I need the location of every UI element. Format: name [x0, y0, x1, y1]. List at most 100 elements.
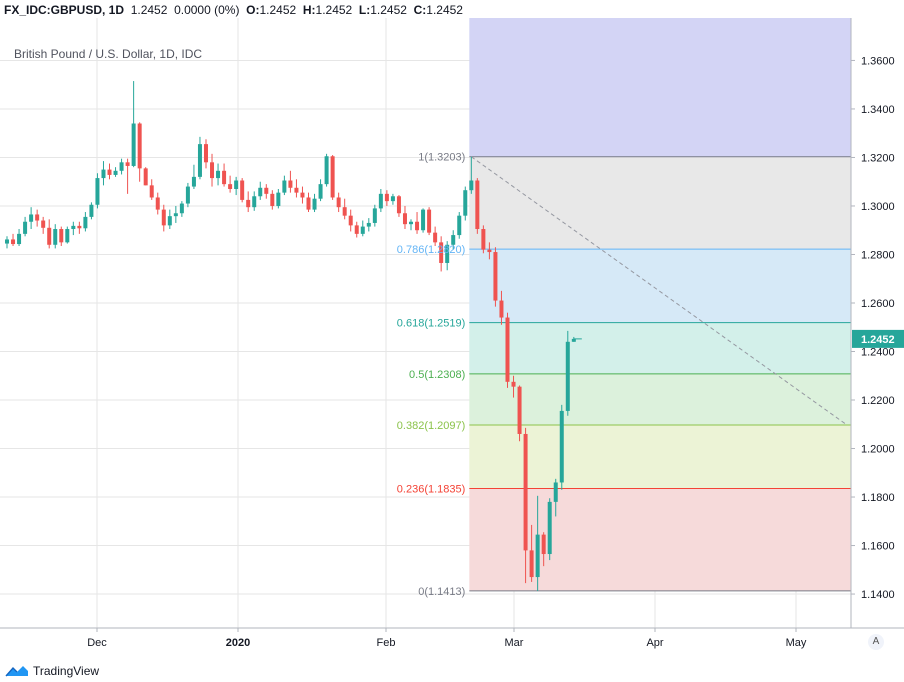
candle-body[interactable] — [5, 239, 9, 244]
candle[interactable] — [499, 290, 504, 325]
candle[interactable] — [95, 173, 100, 209]
candle[interactable] — [228, 175, 233, 193]
candle[interactable] — [77, 221, 82, 234]
candle[interactable] — [384, 190, 389, 206]
candle[interactable] — [203, 139, 208, 169]
candle[interactable] — [197, 136, 202, 180]
candle-body[interactable] — [360, 226, 365, 234]
candle[interactable] — [312, 193, 317, 213]
candle-body[interactable] — [445, 244, 450, 263]
candle[interactable] — [89, 202, 94, 220]
chart-canvas[interactable]: 1(1.3203) 0.786(1.2820) 0.618(1.2519) 0.5(1… — [0, 18, 904, 656]
candle[interactable] — [493, 247, 498, 307]
candle[interactable] — [65, 226, 70, 244]
candle-body[interactable] — [125, 162, 130, 166]
candle[interactable] — [342, 198, 347, 220]
candle[interactable] — [17, 229, 22, 246]
auto-scale-button[interactable]: A — [868, 634, 884, 650]
candle-body[interactable] — [216, 170, 221, 179]
candle-body[interactable] — [318, 184, 323, 199]
candle-body[interactable] — [324, 156, 329, 185]
candle[interactable] — [167, 209, 172, 230]
candle[interactable] — [469, 156, 474, 194]
candle[interactable] — [288, 170, 293, 193]
candle-body[interactable] — [234, 180, 239, 189]
candle[interactable] — [101, 161, 106, 186]
candle[interactable] — [173, 205, 178, 223]
candle[interactable] — [318, 179, 323, 202]
candle-body[interactable] — [451, 235, 456, 245]
candle-body[interactable] — [11, 239, 16, 245]
candle-body[interactable] — [89, 204, 94, 217]
candle-body[interactable] — [161, 209, 166, 226]
candle-body[interactable] — [336, 197, 341, 208]
candle-body[interactable] — [571, 338, 576, 342]
candle-body[interactable] — [409, 221, 414, 225]
candle[interactable] — [330, 155, 335, 200]
candle-body[interactable] — [354, 225, 359, 234]
candle[interactable] — [222, 163, 227, 187]
candle-body[interactable] — [41, 220, 46, 228]
candle-body[interactable] — [53, 229, 58, 245]
candle[interactable] — [71, 221, 76, 236]
candle-body[interactable] — [113, 170, 118, 175]
chart-frame[interactable]: 1(1.3203) 0.786(1.2820) 0.618(1.2519) 0.5(1… — [0, 18, 904, 656]
candle[interactable] — [252, 191, 257, 211]
candle-body[interactable] — [149, 185, 154, 198]
candle[interactable] — [143, 167, 148, 186]
candle[interactable] — [161, 204, 166, 232]
candle[interactable] — [475, 178, 480, 234]
candle[interactable] — [511, 375, 516, 398]
candle-body[interactable] — [294, 187, 299, 193]
candle[interactable] — [354, 221, 359, 238]
candle[interactable] — [366, 218, 371, 232]
candle-body[interactable] — [246, 199, 251, 208]
candle-body[interactable] — [119, 162, 124, 171]
candle-body[interactable] — [439, 242, 444, 263]
candle-body[interactable] — [173, 213, 178, 217]
candle-body[interactable] — [203, 144, 208, 163]
candle[interactable] — [535, 495, 540, 591]
candle[interactable] — [427, 207, 432, 236]
candle[interactable] — [294, 179, 299, 198]
candle-body[interactable] — [197, 144, 202, 177]
candle[interactable] — [463, 186, 468, 221]
candle[interactable] — [282, 175, 287, 196]
candle[interactable] — [457, 212, 462, 239]
candle-body[interactable] — [372, 208, 377, 223]
candle[interactable] — [149, 179, 154, 200]
candle-body[interactable] — [258, 187, 263, 197]
candle[interactable] — [409, 219, 414, 231]
candle-body[interactable] — [415, 221, 420, 231]
candle[interactable] — [276, 188, 281, 209]
candle[interactable] — [553, 478, 558, 517]
candle[interactable] — [559, 404, 564, 490]
symbol-name[interactable]: FX_IDC:GBPUSD, 1D — [4, 3, 125, 17]
candle-body[interactable] — [529, 550, 534, 578]
candle[interactable] — [324, 153, 329, 187]
candle-body[interactable] — [378, 193, 383, 209]
candle-body[interactable] — [71, 225, 76, 230]
candle[interactable] — [11, 233, 16, 246]
candle-body[interactable] — [421, 209, 426, 231]
candle[interactable] — [300, 186, 305, 204]
candle-body[interactable] — [59, 229, 64, 243]
candle-body[interactable] — [65, 229, 70, 243]
candle[interactable] — [360, 220, 365, 237]
candle-body[interactable] — [35, 214, 40, 221]
candle-body[interactable] — [384, 193, 389, 202]
candle[interactable] — [240, 178, 245, 203]
candle-body[interactable] — [222, 170, 227, 185]
candle-body[interactable] — [505, 317, 510, 382]
candle[interactable] — [83, 212, 88, 232]
brand[interactable]: TradingView — [5, 662, 99, 680]
candle[interactable] — [234, 176, 239, 196]
candle[interactable] — [246, 191, 251, 213]
candle-body[interactable] — [155, 197, 160, 210]
candle[interactable] — [348, 209, 353, 232]
candle[interactable] — [306, 192, 311, 213]
candle[interactable] — [5, 236, 9, 249]
candle-body[interactable] — [252, 196, 257, 208]
candle[interactable] — [523, 427, 528, 584]
candle[interactable] — [445, 241, 450, 271]
